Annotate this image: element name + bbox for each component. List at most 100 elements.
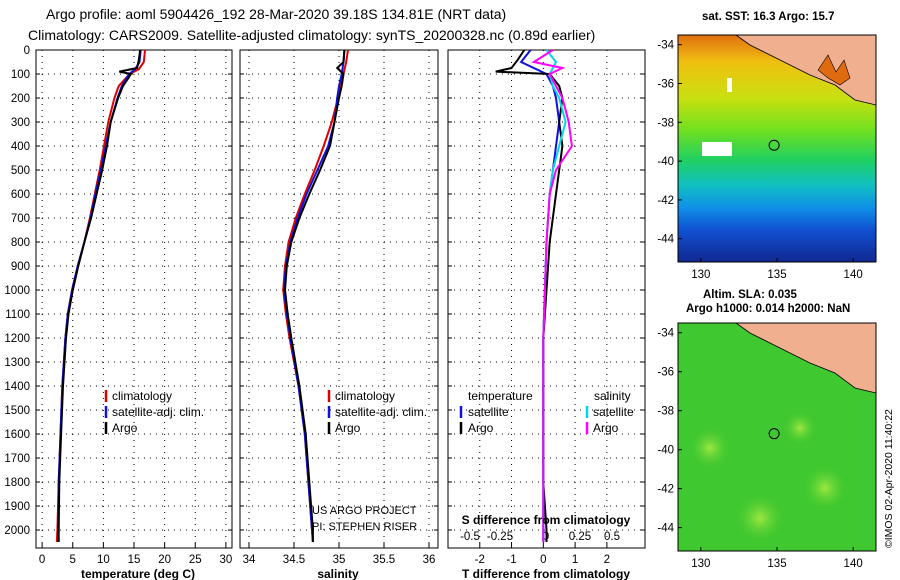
legend-label-argo: Argo [112, 421, 138, 435]
temperature-xlabel: temperature (deg C) [81, 567, 195, 580]
tick-label-x: 2 [604, 554, 610, 566]
sst-map-title: sat. SST: 16.3 Argo: 15.7 [702, 11, 835, 23]
title-line-1: Argo profile: aoml 5904426_192 28-Mar-20… [46, 6, 507, 22]
depth-tick-label: 800 [11, 237, 30, 249]
difference-legend: temperature salinity satellite Argo sate… [459, 389, 634, 435]
map-tick-label-y: -34 [657, 40, 674, 52]
sla-anomaly [688, 426, 732, 470]
depth-tick-label: 1900 [4, 501, 30, 513]
depth-tick-label: 1400 [4, 381, 30, 393]
coastline-detail [817, 54, 851, 86]
depth-tick-label: 2000 [4, 525, 30, 537]
credit-pi: PI: STEPHEN RISER [312, 521, 417, 533]
secondary-tick-label: 0.25 [569, 531, 591, 543]
tick-label-x: 20 [158, 554, 171, 566]
argo-position-marker [768, 428, 780, 440]
depth-tick-label: 1700 [4, 453, 30, 465]
credit-project: US ARGO PROJECT [312, 505, 417, 517]
map-tick-label-y: -36 [657, 79, 674, 91]
legend-label-sal-satellite: satellite [593, 405, 634, 419]
secondary-tick-label: -0.5 [460, 531, 480, 543]
map-tick-label-y: -44 [657, 234, 674, 246]
tick-label-x: 34.5 [283, 554, 305, 566]
map-tick-label-x: 135 [767, 558, 786, 570]
salinity-panel: 34 34.5 35 35.5 36 [239, 49, 439, 566]
map-tick-label-x: 135 [767, 269, 786, 281]
map-tick-label-y: -42 [657, 484, 674, 496]
depth-tick-label: 100 [11, 69, 30, 81]
series-line-satellite-adj-clim- [57, 49, 142, 542]
map-tick-label-y: -34 [657, 328, 674, 340]
title-line-2: Climatology: CARS2009. Satellite-adjuste… [28, 27, 596, 43]
tick-label-x: 35 [333, 554, 346, 566]
series-line-argo [57, 49, 142, 542]
legend-label-argo: Argo [335, 421, 361, 435]
series-line-satellite-adj-clim- [283, 49, 346, 543]
legend-label-climatology: climatology [112, 389, 172, 403]
depth-tick-label: 1100 [5, 309, 30, 321]
sla-map-axes: 130 135 140 -34 -36 -38 -40 -42 -44 [657, 328, 862, 570]
tick-label-x: 36 [423, 554, 436, 566]
temperature-panel: 0 5 10 15 20 25 300100200300400500600700800900… [4, 45, 233, 566]
depth-tick-label: 1600 [4, 429, 30, 441]
sla-anomaly [782, 410, 818, 446]
tick-label-x: 30 [219, 554, 232, 566]
difference-panel: -2 -1 0 1 2-0.5 -0.25 0 0.25 0.5 [447, 49, 646, 566]
argo-position-marker [768, 139, 780, 151]
tick-label-x: -2 [475, 554, 485, 566]
series-line-argo [283, 49, 346, 542]
tick-label-x: 35.5 [373, 554, 395, 566]
tick-label-x: 34 [243, 554, 256, 566]
salinity-xlabel: salinity [317, 567, 359, 580]
depth-tick-label: 900 [11, 261, 30, 273]
secondary-tick-label: 0.5 [604, 531, 620, 543]
plot-frame [35, 49, 233, 549]
tick-label-x: 5 [70, 554, 76, 566]
depth-tick-label: 0 [24, 45, 30, 57]
map-tick-label-y: -40 [657, 156, 674, 168]
legend-label-satellite: satellite-adj. clim. [335, 405, 427, 419]
map-tick-label-x: 140 [844, 558, 863, 570]
legend-title-temperature: temperature [468, 389, 533, 403]
map-tick-label-x: 130 [691, 558, 710, 570]
tick-label-x: -1 [506, 554, 516, 566]
series-line-temperature-satellite [519, 49, 561, 542]
map-tick-label-y: -44 [657, 523, 674, 535]
imos-credit: ©IMOS 02-Apr-2020 11:40:22 [883, 409, 895, 548]
depth-tick-label: 1000 [4, 285, 30, 297]
depth-tick-label: 600 [11, 189, 30, 201]
map-tick-label-y: -38 [657, 406, 674, 418]
depth-tick-label: 1800 [4, 477, 30, 489]
secondary-tick-label: -0.25 [487, 531, 513, 543]
depth-tick-label: 500 [11, 165, 30, 177]
depth-tick-label: 400 [11, 141, 30, 153]
sst-map: 130 135 140 -34 -36 -38 -40 -42 -44 [657, 34, 877, 281]
tick-label-x: 1 [572, 554, 578, 566]
tick-label-x: 0 [540, 554, 546, 566]
sla-anomaly [734, 492, 786, 544]
map-tick-label-y: -42 [657, 195, 674, 207]
legend-label-temp-argo: Argo [468, 421, 494, 435]
map-tick-label-y: -36 [657, 367, 674, 379]
legend-label-temp-satellite: satellite [468, 405, 509, 419]
legend-label-climatology: climatology [335, 389, 395, 403]
sla-anomaly [801, 464, 849, 512]
sla-map: 130 135 140 -34 -36 -38 -40 -42 -44 [657, 322, 877, 570]
depth-tick-label: 1200 [4, 333, 30, 345]
tick-label-x: 0 [39, 554, 45, 566]
depth-tick-label: 200 [11, 93, 30, 105]
map-tick-label-x: 130 [691, 269, 710, 281]
sla-map-title-line1: Altim. SLA: 0.035 [703, 289, 797, 301]
series-line-salinity-argo [531, 49, 573, 542]
salinity-legend: climatology satellite-adj. clim. Argo US… [312, 389, 427, 533]
legend-title-salinity: salinity [594, 389, 631, 403]
depth-tick-label: 700 [11, 213, 30, 225]
cloud-mask [702, 142, 732, 156]
temperature-legend: climatology satellite-adj. clim. Argo [104, 389, 204, 435]
tick-label-x: 10 [97, 554, 110, 566]
plot-frame [239, 49, 439, 549]
difference-xlabel: T difference from climatology [462, 567, 630, 580]
depth-tick-label: 1500 [4, 405, 30, 417]
map-tick-label-y: -38 [657, 117, 674, 129]
